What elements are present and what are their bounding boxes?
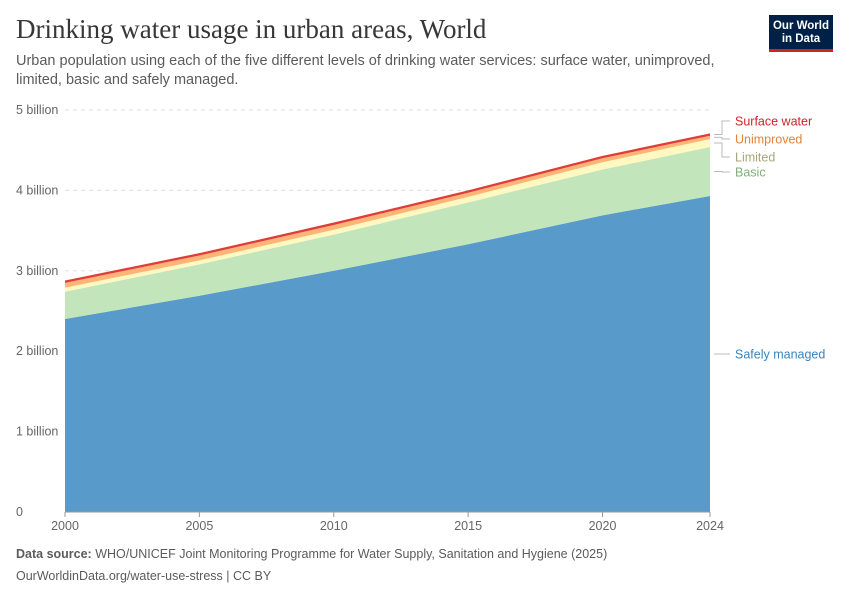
y-tick-label: 5 billion [16,103,58,117]
y-tick-label: 1 billion [16,425,58,439]
x-tick-label: 2010 [320,519,348,533]
y-tick-label: 2 billion [16,344,58,358]
area-unimproved [65,135,710,288]
series-label-safely-managed: Safely managed [735,348,825,362]
area-basic [65,146,710,320]
y-tick-label: 3 billion [16,264,58,278]
x-tick-label: 2005 [185,519,213,533]
y-tick-label: 0 [16,505,23,519]
area-safely-managed [65,196,710,512]
x-tick-label: 2024 [696,519,724,533]
series-label-unimproved: Unimproved [735,133,802,147]
chart-subtitle: Urban population using each of the five … [16,53,715,88]
area-limited [65,138,710,292]
label-connector [714,136,730,140]
data-source: Data source: WHO/UNICEF Joint Monitoring… [16,547,607,561]
x-tick-label: 2015 [454,519,482,533]
x-tick-label: 2000 [51,519,79,533]
x-tick-label: 2020 [589,519,617,533]
chart-title: Drinking water usage in urban areas, Wor… [16,14,487,44]
source-label: Data source: [16,547,92,561]
owid-logo[interactable]: Our World in Data [769,15,833,52]
series-label-surface-water: Surface water [735,115,812,129]
y-tick-label: 4 billion [16,183,58,197]
source-text[interactable]: WHO/UNICEF Joint Monitoring Programme fo… [95,547,608,561]
area-surface-water [65,133,710,283]
label-connector [714,142,730,158]
series-label-limited: Limited [735,151,775,165]
footer-url[interactable]: OurWorldinData.org/water-use-stress | CC… [16,569,272,583]
series-label-basic: Basic [735,166,766,180]
label-connector [714,120,730,136]
